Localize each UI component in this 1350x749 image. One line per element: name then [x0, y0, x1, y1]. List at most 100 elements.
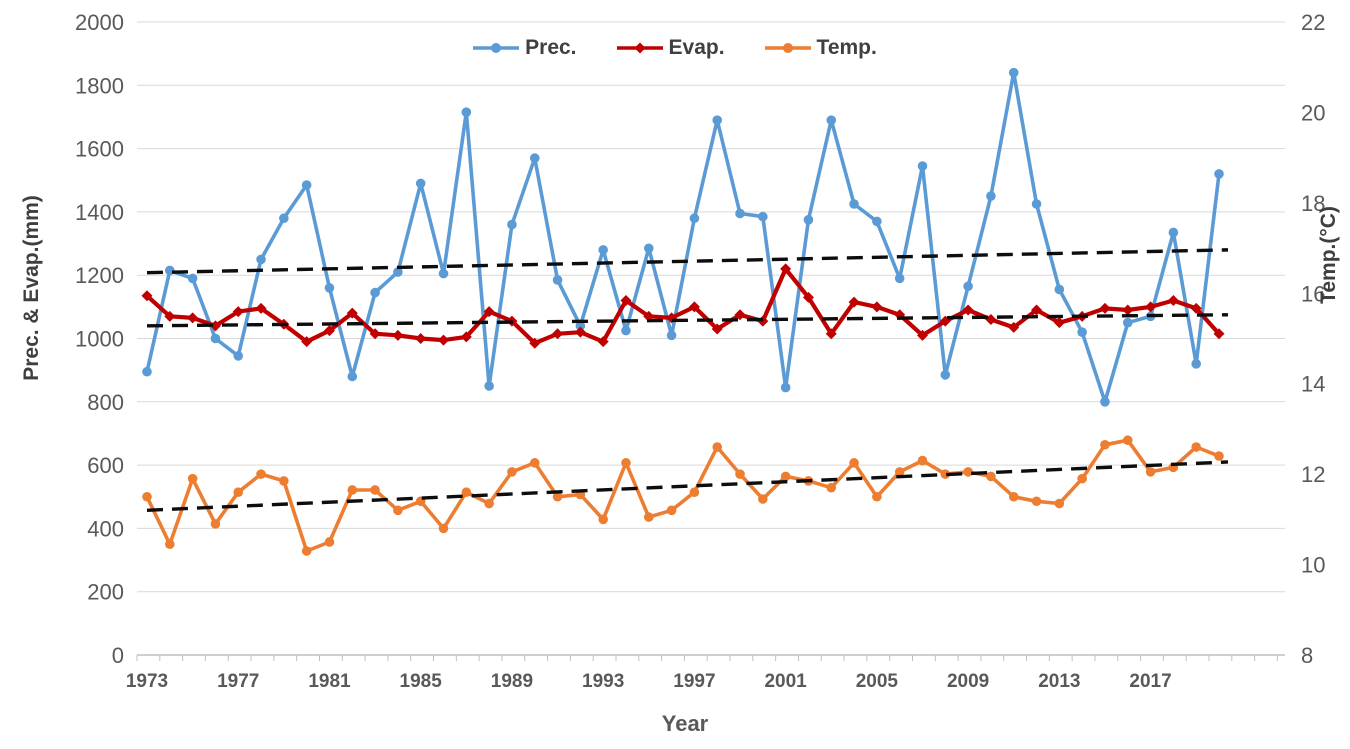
series-marker-temp — [1077, 473, 1087, 484]
series-marker-evap — [369, 328, 381, 340]
series-marker-temp — [484, 498, 494, 509]
series-marker-prec — [826, 115, 837, 125]
series-marker-prec — [1054, 284, 1065, 295]
trendline-prec — [146, 248, 1229, 275]
series-marker-prec — [940, 370, 951, 380]
series-marker-prec — [529, 153, 540, 163]
series-marker-temp — [986, 471, 996, 482]
right-axis-tick-label: 8 — [1301, 643, 1313, 668]
series-marker-temp — [370, 485, 380, 495]
series-marker-prec — [461, 107, 472, 118]
series-marker-temp — [393, 505, 403, 516]
legend-label: Prec. — [525, 36, 577, 59]
series-marker-prec — [301, 180, 312, 190]
series-marker-temp — [438, 523, 449, 534]
series-marker-prec — [1100, 397, 1110, 407]
legend: Prec. Evap. Temp. — [0, 36, 1350, 60]
series-marker-temp — [1191, 442, 1201, 452]
series-marker-prec — [210, 333, 221, 344]
series-marker-evap — [1122, 304, 1134, 316]
x-axis-tick-label: 2009 — [947, 671, 989, 692]
series-marker-evap — [848, 296, 860, 308]
series-marker-evap — [415, 333, 427, 344]
series-line-temp — [145, 438, 1221, 553]
x-axis-tick-label: 1993 — [582, 671, 624, 692]
series-marker-temp — [598, 514, 608, 525]
series-marker-prec — [621, 325, 631, 336]
left-axis-title: Prec. & Evap.(mm) — [20, 195, 43, 381]
series-marker-prec — [393, 267, 403, 277]
series-marker-prec — [370, 287, 380, 298]
series-marker-evap — [1053, 317, 1065, 329]
series-marker-evap — [985, 314, 997, 326]
series-marker-temp — [940, 469, 951, 479]
left-axis-tick-label: 1400 — [75, 200, 124, 225]
x-axis-tick-label: 2013 — [1038, 671, 1080, 692]
series-marker-prec — [598, 245, 608, 255]
series-marker-evap — [164, 310, 176, 322]
series-marker-evap — [916, 329, 928, 341]
series-marker-temp — [780, 471, 791, 482]
series-marker-prec — [849, 199, 859, 209]
series-marker-prec — [986, 191, 996, 201]
series-marker-prec — [233, 351, 244, 361]
series-marker-evap — [597, 336, 609, 348]
left-axis-tick-label: 1200 — [75, 263, 124, 288]
legend-item-temp: Temp. — [764, 36, 877, 60]
x-axis-tick-label: 2005 — [856, 671, 899, 692]
series-marker-prec — [917, 161, 928, 171]
series-marker-temp — [872, 491, 882, 502]
right-axis-tick-label: 14 — [1301, 372, 1325, 397]
series-marker-prec — [507, 219, 517, 230]
legend-marker-icon — [473, 43, 520, 53]
series-marker-temp — [507, 467, 517, 477]
legend-marker-icon — [616, 42, 663, 54]
series-marker-prec — [484, 381, 494, 391]
left-axis-tick-label: 1800 — [75, 73, 124, 98]
left-axis-tick-label: 200 — [87, 580, 124, 605]
series-marker-evap — [1008, 321, 1020, 333]
series-marker-evap — [483, 306, 495, 318]
legend-item-prec: Prec. — [473, 36, 577, 60]
x-axis-tick-label: 2001 — [764, 671, 807, 692]
series-marker-evap — [187, 312, 199, 324]
series-marker-evap — [1167, 295, 1179, 307]
right-axis-tick-label: 18 — [1301, 191, 1325, 216]
series-marker-temp — [301, 546, 312, 556]
series-marker-prec — [552, 275, 563, 285]
series-marker-prec — [1168, 227, 1179, 238]
series-marker-temp — [324, 537, 335, 547]
series-marker-temp — [689, 487, 700, 498]
series-marker-temp — [643, 512, 654, 522]
series-marker-evap — [1031, 304, 1043, 316]
series-marker-prec — [1031, 199, 1042, 209]
series-marker-evap — [1213, 328, 1225, 340]
legend-marker-icon — [764, 43, 811, 53]
right-axis-tick-label: 12 — [1301, 462, 1325, 487]
series-marker-temp — [712, 442, 723, 452]
series-marker-prec — [780, 382, 791, 393]
series-marker-temp — [279, 476, 289, 486]
series-marker-evap — [825, 328, 837, 340]
trendline-temp — [146, 460, 1229, 513]
series-line-prec — [145, 70, 1221, 404]
series-marker-evap — [1190, 302, 1202, 314]
series-marker-temp — [187, 473, 198, 484]
series-line-evap — [144, 266, 1222, 346]
series-marker-prec — [689, 213, 700, 224]
right-axis-title: Temp.(°C) — [1317, 206, 1340, 304]
series-marker-prec — [187, 273, 198, 284]
right-axis-tick-label: 10 — [1301, 553, 1325, 578]
series-marker-prec — [894, 273, 905, 284]
series-marker-temp — [256, 469, 266, 479]
series-marker-evap — [962, 304, 974, 316]
x-axis-tick-label: 1985 — [400, 671, 443, 692]
series-marker-temp — [735, 469, 745, 479]
series-marker-temp — [165, 539, 175, 550]
series-marker-temp — [142, 491, 152, 502]
series-marker-evap — [802, 291, 814, 303]
series-marker-temp — [552, 491, 563, 502]
series-marker-temp — [1100, 439, 1110, 450]
